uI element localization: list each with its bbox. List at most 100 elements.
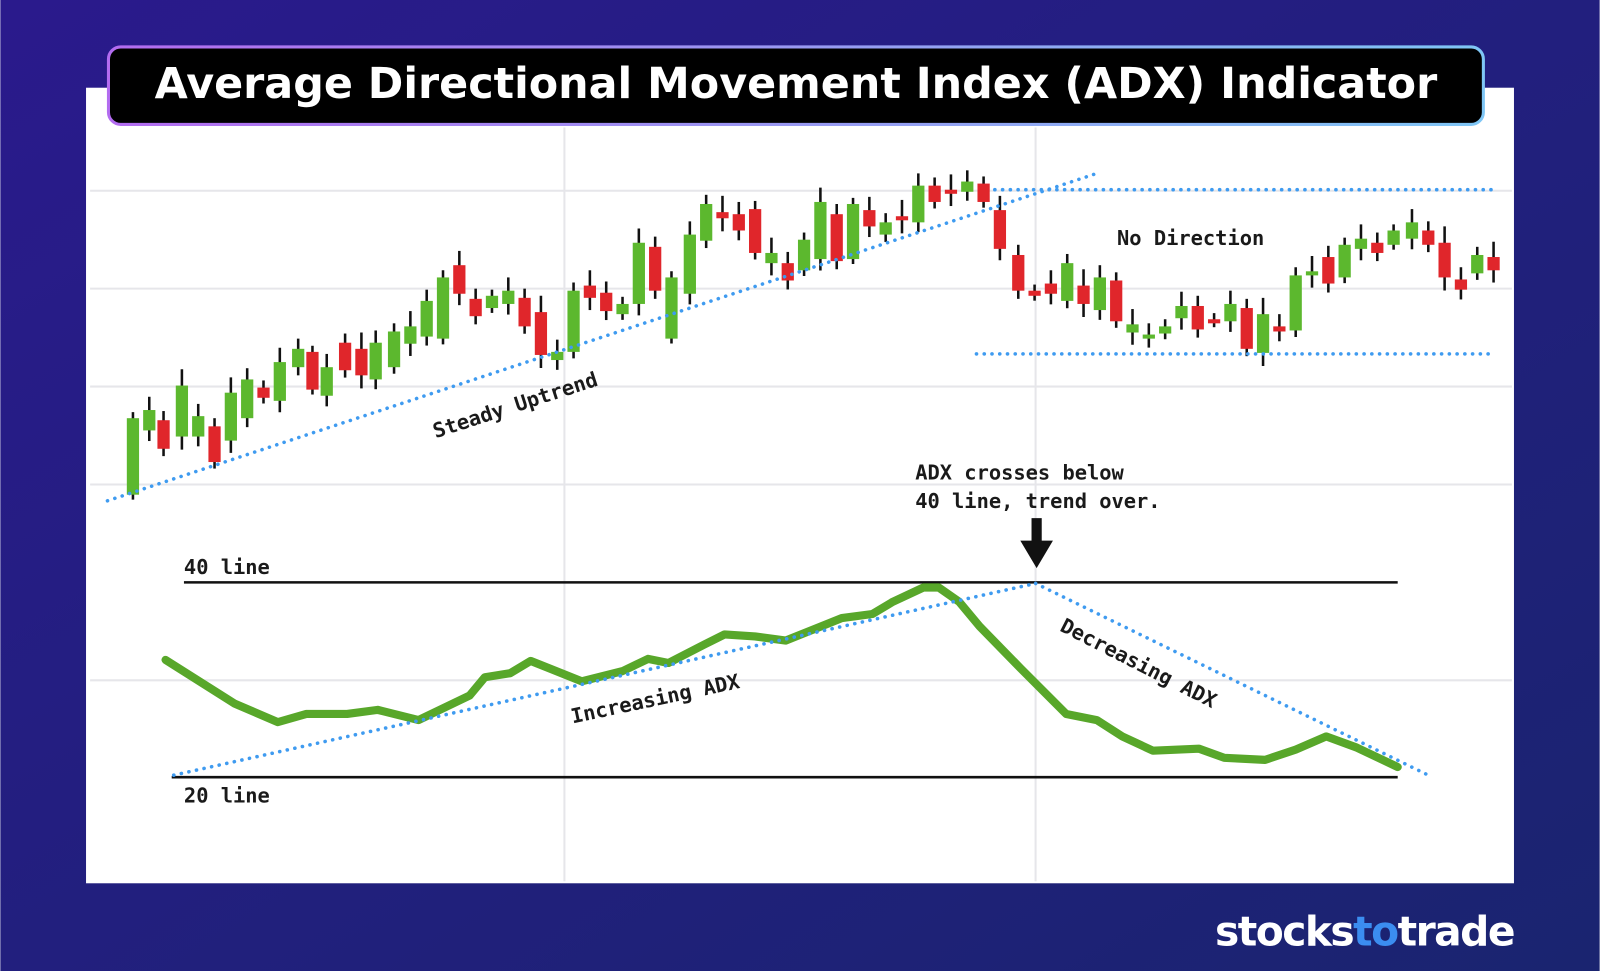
candle-body bbox=[567, 290, 580, 352]
candle-body bbox=[1159, 326, 1172, 334]
candle-body bbox=[1338, 244, 1351, 278]
candle-body bbox=[306, 351, 319, 390]
candle-body bbox=[716, 212, 729, 219]
annotation: 40 line, trend over. bbox=[915, 489, 1160, 513]
candle-body bbox=[1191, 305, 1204, 330]
candle-body bbox=[1028, 290, 1041, 296]
candle-body bbox=[977, 183, 990, 202]
title: Average Directional Movement Index (ADX)… bbox=[155, 59, 1438, 109]
candle-body bbox=[895, 216, 909, 221]
candle-body bbox=[765, 252, 778, 264]
line-label: 20 line bbox=[184, 784, 270, 808]
candle-body bbox=[649, 246, 662, 291]
candle-body bbox=[1224, 303, 1237, 322]
candle-body bbox=[257, 387, 270, 398]
candle-body bbox=[1142, 334, 1155, 339]
candle-body bbox=[1126, 324, 1139, 333]
candle-body bbox=[1093, 277, 1106, 311]
candle-body bbox=[453, 265, 466, 294]
candle-body bbox=[469, 298, 482, 317]
candle-body bbox=[1175, 305, 1188, 319]
candle-body bbox=[143, 410, 156, 431]
candle-body bbox=[665, 277, 678, 339]
candle-body bbox=[1256, 314, 1270, 353]
candle-body bbox=[912, 185, 925, 223]
candle-body bbox=[1273, 326, 1286, 332]
candle-body bbox=[1422, 230, 1435, 245]
candle-body bbox=[1044, 283, 1058, 294]
logo: stockstotrade bbox=[1215, 908, 1514, 956]
candle-body bbox=[404, 326, 417, 344]
candle-body bbox=[273, 362, 286, 401]
candle-body bbox=[502, 290, 515, 304]
candle-body bbox=[436, 277, 450, 339]
candle-body bbox=[387, 331, 401, 368]
grid bbox=[90, 127, 1512, 882]
candle-body bbox=[616, 303, 629, 315]
candle-body bbox=[126, 418, 140, 495]
candle-body bbox=[224, 392, 237, 441]
logo-highlight: to bbox=[1353, 908, 1398, 956]
candle-body bbox=[700, 203, 713, 241]
candle-body bbox=[208, 426, 221, 463]
candle-body bbox=[1012, 254, 1025, 291]
candle-body bbox=[1371, 242, 1384, 253]
candle-body bbox=[749, 209, 762, 253]
candle-body bbox=[583, 285, 597, 298]
candle-body bbox=[944, 189, 958, 194]
decreasing-trend-line bbox=[1033, 581, 1431, 777]
candle-body bbox=[993, 210, 1007, 249]
logo-part: trade bbox=[1398, 908, 1514, 956]
candle-body bbox=[830, 214, 843, 262]
candle-body bbox=[534, 312, 548, 355]
candle-body bbox=[879, 222, 892, 235]
candle-body bbox=[1305, 271, 1319, 276]
candle-body bbox=[1454, 279, 1468, 290]
candle-body bbox=[814, 201, 827, 260]
candle-body bbox=[1061, 263, 1074, 301]
candle-body bbox=[1405, 222, 1419, 239]
candle-body bbox=[338, 342, 352, 371]
candle-body bbox=[1240, 308, 1253, 349]
candle-body bbox=[241, 379, 254, 419]
candle-body bbox=[175, 385, 189, 437]
candle-body bbox=[292, 348, 305, 368]
annotation: No Direction bbox=[1117, 226, 1264, 250]
candle-body bbox=[518, 297, 531, 327]
annotation: ADX crosses below bbox=[915, 460, 1124, 484]
candlesticks bbox=[126, 170, 1500, 500]
candle-body bbox=[1387, 230, 1400, 245]
candle-body bbox=[1077, 285, 1090, 304]
increasing-trend-line bbox=[171, 581, 1038, 777]
arrow bbox=[1020, 518, 1053, 569]
candle-body bbox=[192, 416, 205, 437]
candle-body bbox=[551, 351, 564, 361]
title-box bbox=[106, 45, 1485, 126]
candle-body bbox=[1322, 257, 1335, 284]
candle-body bbox=[632, 242, 645, 304]
candle-body bbox=[1207, 319, 1221, 324]
candle-body bbox=[846, 203, 860, 260]
candle-body bbox=[420, 300, 433, 337]
candle-body bbox=[1487, 257, 1500, 271]
candle-body bbox=[1438, 242, 1451, 278]
logo-part: stocks bbox=[1215, 908, 1353, 956]
uptrend-line bbox=[105, 171, 1099, 503]
candle-body bbox=[961, 181, 974, 192]
candle-body bbox=[1289, 275, 1302, 331]
line-label: 40 line bbox=[184, 555, 270, 579]
candle-body bbox=[355, 348, 368, 376]
candle-body bbox=[600, 292, 613, 312]
candle-body bbox=[732, 214, 745, 231]
candle-body bbox=[369, 342, 382, 380]
candle-body bbox=[157, 420, 170, 449]
candle-body bbox=[485, 295, 499, 309]
candle-body bbox=[1471, 254, 1484, 274]
candle-body bbox=[683, 234, 696, 294]
candle-body bbox=[1354, 238, 1368, 249]
candle-body bbox=[1110, 280, 1123, 322]
candle-body bbox=[320, 367, 333, 396]
candle-body bbox=[797, 239, 811, 271]
